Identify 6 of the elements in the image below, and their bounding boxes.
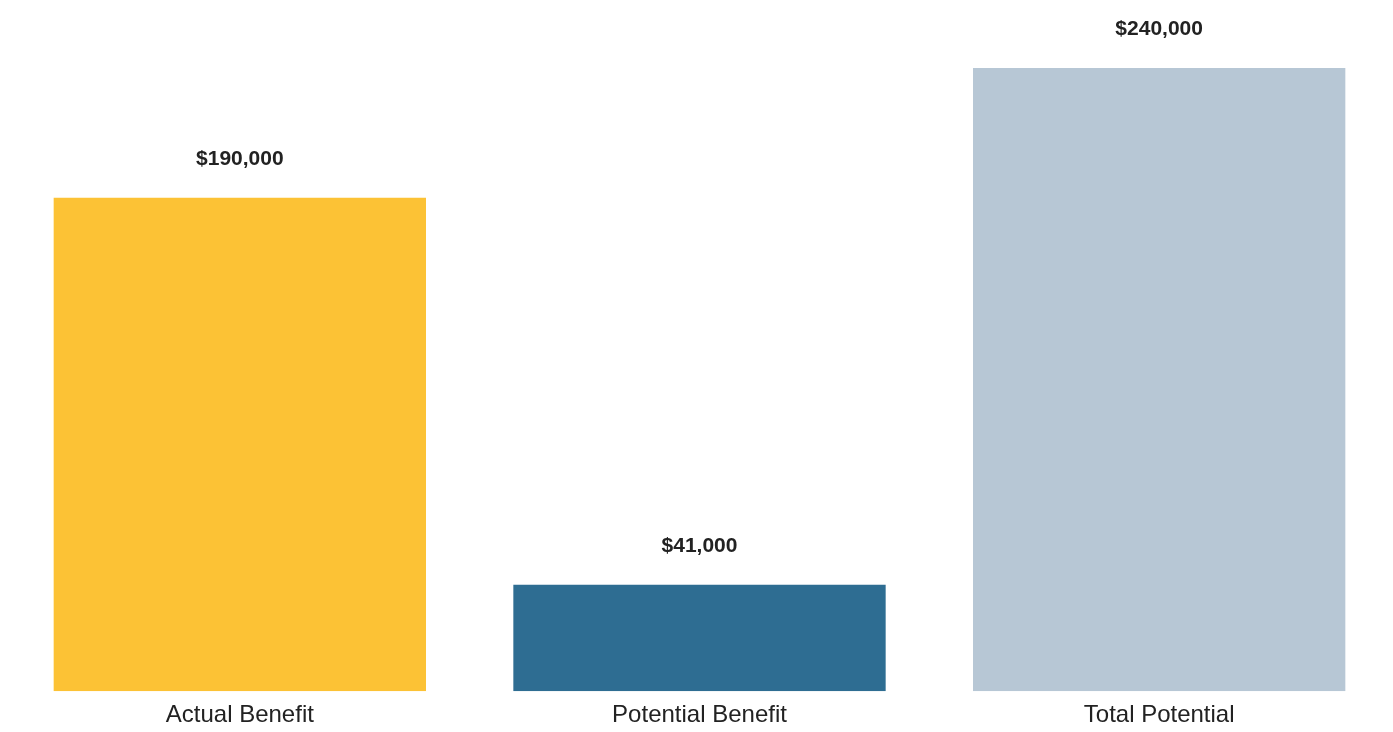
- data-label: $240,000: [1115, 16, 1203, 40]
- data-label: $190,000: [196, 146, 284, 170]
- x-tick-label: Potential Benefit: [612, 700, 788, 728]
- data-label: $41,000: [661, 533, 738, 557]
- x-tick-label: Actual Benefit: [165, 700, 315, 728]
- x-tick-label: Total Potential: [1083, 700, 1235, 728]
